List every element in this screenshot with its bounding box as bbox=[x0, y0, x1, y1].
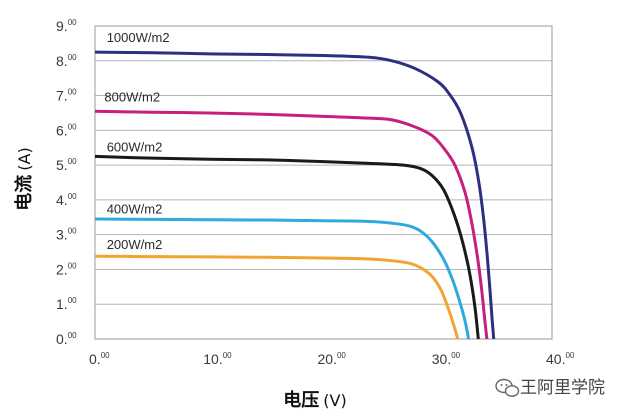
x-axis-ticks: 0.00 10.00 20.00 30.00 40.00 bbox=[89, 351, 575, 367]
y-tick-label: 2.00 bbox=[56, 261, 77, 277]
y-tick-label: 0.00 bbox=[56, 331, 77, 347]
series-label: 800W/m2 bbox=[104, 89, 160, 104]
x-tick-label: 0.00 bbox=[89, 351, 110, 367]
y-tick-label: 5.00 bbox=[56, 157, 77, 173]
series-line-600wm2 bbox=[94, 154, 480, 340]
series-label: 600W/m2 bbox=[107, 140, 163, 155]
y-tick-label: 9.00 bbox=[56, 18, 77, 34]
series-line-400wm2 bbox=[94, 217, 471, 340]
x-tick-label: 10.00 bbox=[203, 351, 232, 367]
watermark: 王阿里学院 bbox=[495, 378, 605, 398]
y-tick-label: 8.00 bbox=[56, 53, 77, 69]
y-tick-label: 7.00 bbox=[56, 88, 77, 104]
series-label: 400W/m2 bbox=[107, 202, 163, 217]
series-line-1000wm2 bbox=[94, 50, 496, 340]
x-tick-label: 30.00 bbox=[432, 351, 461, 367]
y-tick-label: 6.00 bbox=[56, 122, 77, 138]
wechat-icon bbox=[495, 378, 520, 397]
series-label: 1000W/m2 bbox=[107, 30, 170, 45]
x-axis-title: 电压 (V) bbox=[283, 389, 346, 411]
y-tick-label: 1.00 bbox=[56, 296, 77, 312]
series-layer bbox=[94, 50, 496, 340]
y-tick-label: 3.00 bbox=[56, 227, 77, 243]
series-line-200wm2 bbox=[94, 254, 460, 340]
watermark-text: 王阿里学院 bbox=[520, 378, 605, 398]
y-axis-title: 电流(A) bbox=[13, 147, 35, 210]
series-line-800wm2 bbox=[94, 109, 489, 340]
plot-frame bbox=[94, 25, 553, 340]
series-label: 200W/m2 bbox=[107, 237, 163, 252]
grid-layer bbox=[95, 60, 552, 305]
y-tick-label: 4.00 bbox=[56, 192, 77, 208]
series-labels: 1000W/m2 800W/m2 600W/m2 400W/m2 200W/m2 bbox=[104, 30, 169, 252]
y-axis-ticks: 0.00 1.00 2.00 3.00 4.00 5.00 6.00 7.00 8.00 9.00 bbox=[56, 18, 77, 347]
x-tick-label: 40.00 bbox=[546, 351, 575, 367]
x-tick-label: 20.00 bbox=[318, 351, 347, 367]
